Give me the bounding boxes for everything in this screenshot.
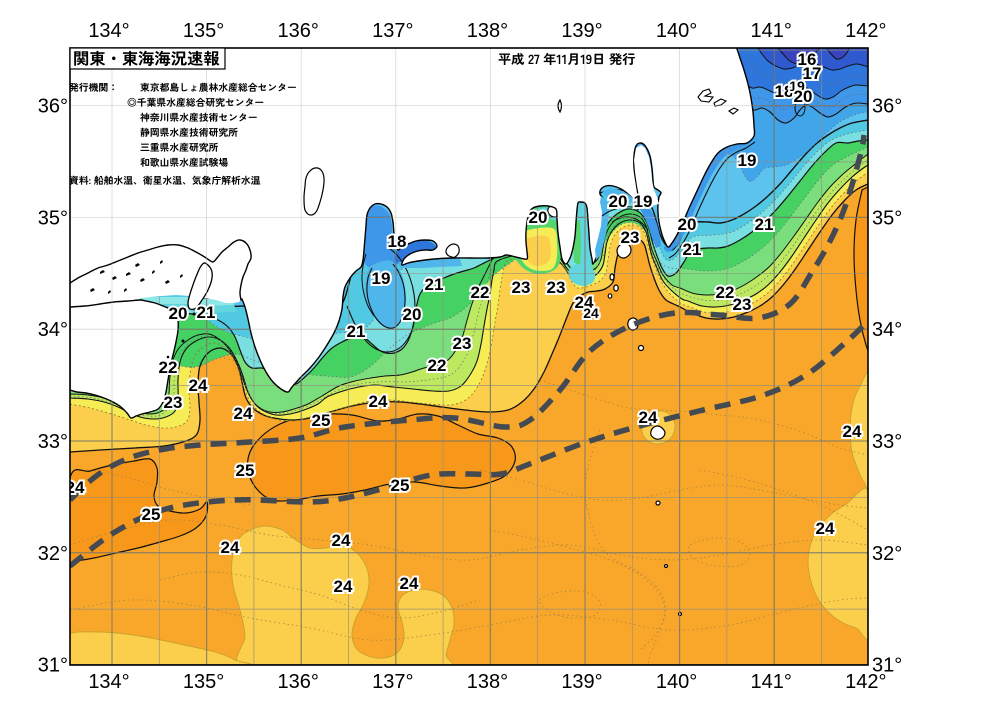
svg-text:136°: 136° — [278, 20, 319, 42]
svg-text:21: 21 — [347, 322, 366, 341]
svg-text:24: 24 — [583, 305, 599, 321]
svg-text:135°: 135° — [183, 20, 224, 42]
svg-text:34°: 34° — [872, 319, 902, 341]
svg-text:20: 20 — [529, 208, 548, 227]
svg-text:20: 20 — [678, 215, 697, 234]
svg-text:139°: 139° — [561, 20, 602, 42]
svg-text:22: 22 — [428, 356, 447, 375]
svg-text:31°: 31° — [38, 655, 68, 677]
svg-text:20: 20 — [609, 192, 628, 211]
svg-text:141°: 141° — [751, 671, 792, 693]
svg-text:35°: 35° — [38, 207, 68, 229]
svg-text:18: 18 — [388, 232, 407, 251]
svg-text:23: 23 — [164, 393, 183, 412]
svg-text:134°: 134° — [88, 671, 129, 693]
svg-text:25: 25 — [391, 476, 410, 495]
svg-text:18: 18 — [775, 82, 794, 101]
svg-text:136°: 136° — [278, 671, 319, 693]
svg-text:140°: 140° — [656, 20, 697, 42]
svg-text:23: 23 — [512, 278, 531, 297]
svg-text:23: 23 — [733, 295, 752, 314]
svg-text:33°: 33° — [872, 431, 902, 453]
svg-text:142°: 142° — [845, 671, 886, 693]
svg-text:24: 24 — [66, 478, 85, 497]
svg-text:24: 24 — [189, 376, 208, 395]
svg-text:24: 24 — [843, 422, 862, 441]
svg-text:21: 21 — [755, 215, 774, 234]
svg-text:19: 19 — [738, 151, 757, 170]
svg-text:36°: 36° — [38, 96, 68, 118]
svg-text:34°: 34° — [38, 319, 68, 341]
svg-text:138°: 138° — [467, 671, 508, 693]
svg-text:137°: 137° — [372, 671, 413, 693]
svg-text:140°: 140° — [656, 671, 697, 693]
svg-text:20: 20 — [169, 304, 188, 323]
svg-text:139°: 139° — [561, 671, 602, 693]
svg-text:24: 24 — [334, 577, 353, 596]
svg-text:33°: 33° — [38, 431, 68, 453]
svg-text:19: 19 — [789, 78, 805, 94]
svg-text:17: 17 — [803, 64, 822, 83]
svg-text:135°: 135° — [183, 671, 224, 693]
svg-text:134°: 134° — [88, 20, 129, 42]
svg-text:24: 24 — [816, 519, 835, 538]
svg-text:24: 24 — [332, 531, 351, 550]
svg-text:31°: 31° — [872, 655, 902, 677]
svg-text:24: 24 — [575, 293, 594, 312]
svg-text:19: 19 — [372, 269, 391, 288]
svg-text:21: 21 — [197, 303, 216, 322]
svg-text:24: 24 — [234, 404, 253, 423]
svg-text:22: 22 — [716, 283, 735, 302]
svg-text:22: 22 — [159, 358, 178, 377]
svg-text:25: 25 — [312, 411, 331, 430]
svg-text:25: 25 — [142, 505, 161, 524]
svg-text:24: 24 — [369, 392, 388, 411]
svg-text:25: 25 — [236, 461, 255, 480]
svg-text:23: 23 — [453, 334, 472, 353]
svg-text:137°: 137° — [372, 20, 413, 42]
svg-text:21: 21 — [425, 275, 444, 294]
svg-text:21: 21 — [683, 240, 702, 259]
svg-text:36°: 36° — [872, 96, 902, 118]
svg-text:141°: 141° — [751, 20, 792, 42]
svg-text:20: 20 — [403, 305, 422, 324]
svg-text:22: 22 — [471, 283, 490, 302]
svg-text:32°: 32° — [872, 543, 902, 565]
svg-text:23: 23 — [547, 278, 566, 297]
svg-text:20: 20 — [794, 87, 813, 106]
svg-text:24: 24 — [639, 408, 658, 427]
svg-text:138°: 138° — [467, 20, 508, 42]
svg-text:16: 16 — [798, 50, 817, 69]
svg-text:19: 19 — [634, 192, 653, 211]
svg-text:23: 23 — [621, 228, 640, 247]
svg-text:142°: 142° — [845, 20, 886, 42]
svg-text:35°: 35° — [872, 207, 902, 229]
svg-text:24: 24 — [400, 574, 419, 593]
svg-text:24: 24 — [221, 538, 240, 557]
svg-text:32°: 32° — [38, 543, 68, 565]
